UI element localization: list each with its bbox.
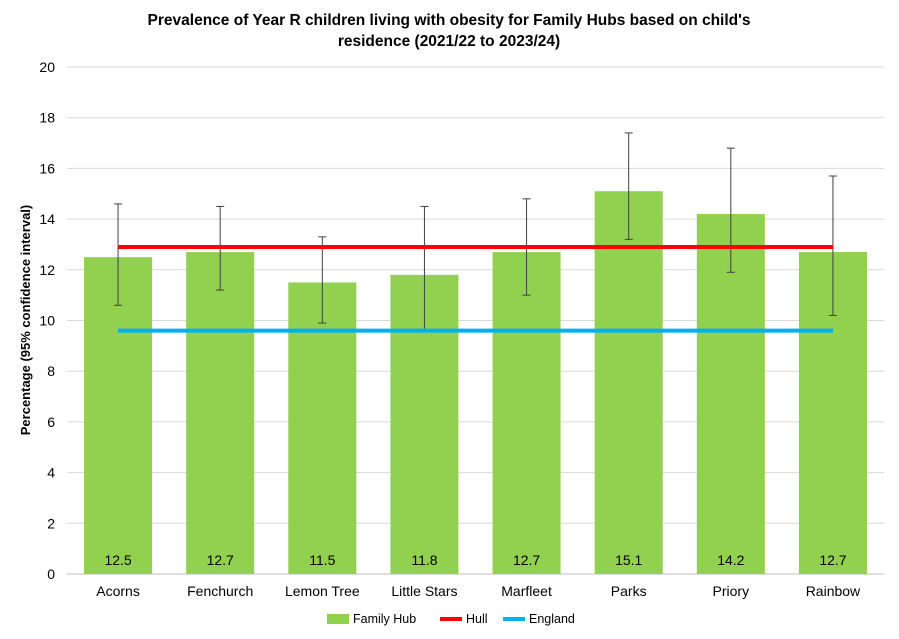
bar (186, 252, 255, 574)
y-tick-label: 18 (39, 110, 55, 126)
legend-swatch-family-hub (327, 614, 349, 624)
legend-label-england: England (529, 612, 575, 626)
y-tick-label: 14 (39, 211, 55, 227)
reference-lines (118, 244, 833, 333)
bar (594, 191, 663, 574)
legend: Family Hub Hull England (327, 612, 575, 626)
data-label: 12.7 (513, 552, 540, 568)
x-tick-label: Priory (713, 583, 750, 599)
x-tick-label: Acorns (96, 583, 140, 599)
data-label: 11.5 (309, 552, 335, 568)
data-label: 15.1 (615, 552, 642, 568)
y-tick-label: 8 (47, 363, 55, 379)
y-axis-ticks: 0 2 4 6 8 10 12 14 16 18 20 (39, 59, 55, 582)
x-tick-label: Fenchurch (187, 583, 253, 599)
y-tick-label: 2 (47, 515, 55, 531)
legend-label-family-hub: Family Hub (353, 612, 416, 626)
x-tick-label: Marfleet (501, 583, 552, 599)
x-tick-label: Parks (611, 583, 647, 599)
y-tick-label: 10 (39, 313, 55, 329)
y-tick-label: 4 (47, 465, 55, 481)
x-tick-label: Rainbow (806, 583, 861, 599)
bars (84, 191, 867, 574)
y-tick-label: 12 (39, 262, 55, 278)
bar (84, 257, 153, 574)
bar (288, 282, 357, 574)
y-tick-label: 6 (47, 414, 55, 430)
data-labels: 12.5 12.7 11.5 11.8 12.7 15.1 14.2 12.7 (104, 552, 846, 568)
data-label: 12.5 (104, 552, 131, 568)
x-axis-ticks: Acorns Fenchurch Lemon Tree Little Stars Mar… (96, 583, 861, 599)
chart-title-line-1: Prevalence of Year R children living wit… (148, 12, 751, 29)
y-axis-label: Percentage (95% confidence interval) (18, 205, 33, 435)
y-tick-label: 0 (47, 566, 55, 582)
y-tick-label: 16 (39, 160, 55, 176)
x-tick-label: Lemon Tree (285, 583, 360, 599)
data-label: 14.2 (717, 552, 744, 568)
x-tick-label: Little Stars (391, 583, 457, 599)
chart-title-line-2: residence (2021/22 to 2023/24) (338, 33, 560, 50)
legend-label-hull: Hull (466, 612, 488, 626)
data-label: 12.7 (819, 552, 846, 568)
bar (696, 214, 765, 574)
bar (492, 252, 561, 574)
y-tick-label: 20 (39, 59, 55, 75)
data-label: 12.7 (207, 552, 234, 568)
data-label: 11.8 (411, 552, 437, 568)
